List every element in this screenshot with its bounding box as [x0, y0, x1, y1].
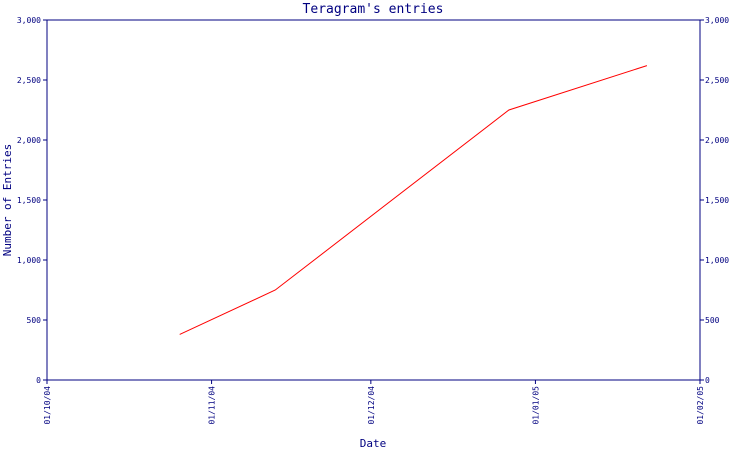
y-tick-label-left: 2,000	[17, 136, 41, 145]
y-tick-label-right: 2,500	[705, 76, 729, 85]
y-tick-label-right: 1,000	[705, 256, 729, 265]
y-tick-label-left: 2,500	[17, 76, 41, 85]
x-tick-label: 01/02/05	[696, 386, 705, 425]
y-tick-label-left: 500	[27, 316, 42, 325]
y-tick-label-left: 1,000	[17, 256, 41, 265]
y-tick-label-right: 500	[705, 316, 720, 325]
y-tick-label-right: 1,500	[705, 196, 729, 205]
x-tick-label: 01/11/04	[208, 386, 217, 425]
chart-title: Teragram's entries	[303, 2, 444, 17]
y-tick-label-right: 0	[705, 376, 710, 385]
y-tick-label-right: 2,000	[705, 136, 729, 145]
series-line	[179, 65, 648, 335]
y-axis-label: Number of Entries	[1, 144, 14, 257]
y-tick-label-left: 0	[36, 376, 41, 385]
y-tick-label-left: 3,000	[17, 16, 41, 25]
x-tick-label: 01/12/04	[367, 386, 376, 425]
x-axis-label: Date	[360, 437, 387, 450]
y-tick-label-left: 1,500	[17, 196, 41, 205]
y-tick-label-right: 3,000	[705, 16, 729, 25]
y-axis-left: 0 500 1,000 1,500 2,000 2,500 3,000	[17, 16, 47, 385]
x-axis: 01/10/04 01/11/04 01/12/04 01/01/05 01/02/05	[43, 380, 705, 425]
plot-frame	[46, 19, 701, 381]
x-tick-label: 01/10/04	[43, 386, 52, 425]
x-tick-label: 01/01/05	[531, 386, 540, 425]
y-axis-right: 0 500 1,000 1,500 2,000 2,500 3,000	[700, 16, 729, 385]
